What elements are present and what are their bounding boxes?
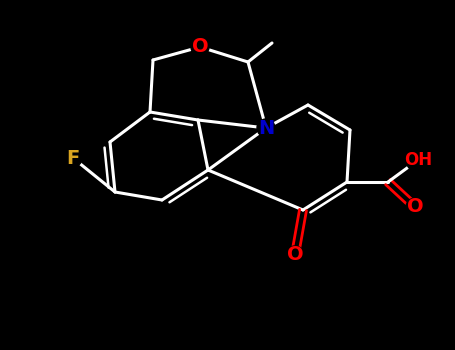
Circle shape — [406, 198, 424, 216]
Circle shape — [286, 246, 304, 264]
Text: OH: OH — [404, 151, 432, 169]
Text: O: O — [287, 245, 303, 265]
Text: N: N — [258, 119, 274, 138]
Circle shape — [406, 148, 430, 172]
Text: F: F — [66, 148, 80, 168]
Circle shape — [257, 119, 275, 137]
Circle shape — [64, 149, 82, 167]
Text: O: O — [192, 37, 208, 56]
Circle shape — [191, 38, 209, 56]
Text: O: O — [407, 197, 423, 217]
